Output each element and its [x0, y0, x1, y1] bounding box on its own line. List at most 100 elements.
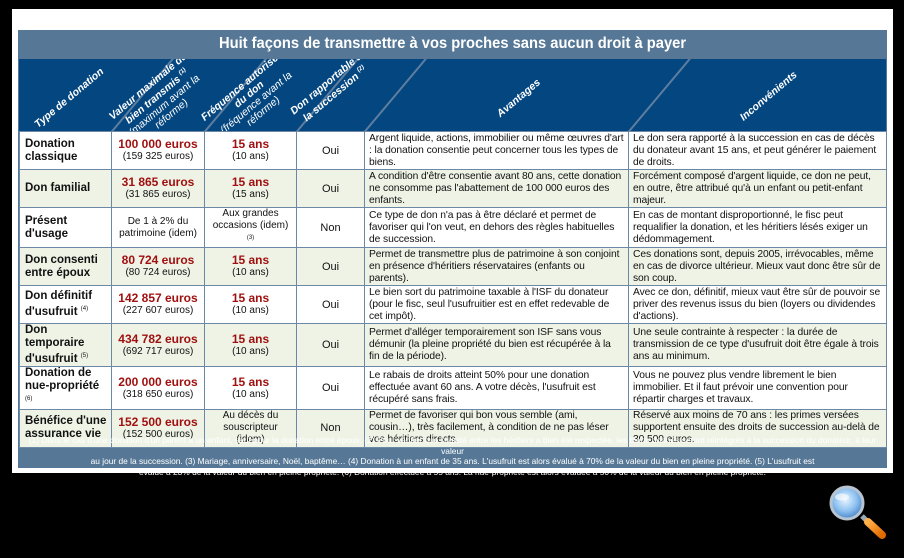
- rapportable: Oui: [296, 323, 365, 368]
- rapportable: Oui: [296, 169, 365, 208]
- max-value: De 1 à 2% du patrimoine (idem): [111, 206, 205, 249]
- value-new: 200 000 euros: [118, 374, 198, 389]
- value-new: 80 724 euros: [121, 253, 195, 268]
- freq-new: 15 ans: [231, 253, 270, 268]
- table-row: Donation classique 100 000 euros (159 325…: [19, 131, 887, 170]
- header-divider: [364, 59, 437, 131]
- table-row: Don définitif d'usufruit (4) 142 857 eur…: [19, 285, 887, 325]
- frequency: 15 ans (10 ans): [204, 285, 297, 325]
- magnifier-icon[interactable]: [825, 484, 889, 540]
- freq-prev: Aux grandes occasions (idem): [212, 208, 289, 231]
- freq-prev: (10 ans): [232, 345, 269, 357]
- donation-type-label: Présent d'usage: [25, 214, 68, 240]
- col-header-type-label: Type de donation: [32, 65, 107, 131]
- frequency: 15 ans (10 ans): [204, 366, 297, 410]
- max-value: 31 865 euros (31 865 euros): [111, 169, 205, 208]
- avantages: Le bien sort du patrimoine taxable à l'I…: [364, 285, 629, 325]
- value-new: 152 500 euros: [118, 414, 198, 429]
- freq-prev: (10 ans): [232, 267, 269, 279]
- donation-type: Bénéfice d'une assurance vie: [19, 408, 112, 448]
- frequency: 15 ans (10 ans): [204, 323, 297, 368]
- rapportable: Oui: [296, 247, 365, 287]
- value-prev: (31 865 euros): [125, 189, 191, 200]
- freq-new: 15 ans: [231, 331, 270, 346]
- value-prev: (152 500 euros): [122, 428, 194, 440]
- footnote-ref: (1): [177, 67, 188, 77]
- table-row: Présent d'usage De 1 à 2% du patrimoine …: [19, 206, 887, 249]
- table-row: Donation de nue-propriété (6) 200 000 eu…: [19, 366, 887, 410]
- footnote-line: au jour de la succession. (3) Mariage, a…: [90, 456, 815, 466]
- table-header: Type de donation Valeur maximale du bien…: [19, 59, 886, 131]
- donation-type-label: Donation classique: [25, 137, 78, 163]
- frequency: 15 ans (10 ans): [204, 131, 297, 170]
- avantages: Permet de favoriser qui bon vous semble …: [364, 408, 629, 448]
- value-new: 31 865 euros: [121, 175, 195, 189]
- header-divider: [628, 59, 701, 131]
- value-new: 100 000 euros: [118, 137, 198, 151]
- avantages: Argent liquide, actions, immobilier ou m…: [364, 131, 629, 170]
- freq-new: 15 ans: [231, 175, 270, 189]
- value-new: 142 857 euros: [118, 291, 198, 306]
- footnote-ref: (6): [25, 396, 33, 403]
- donation-type: Donation de nue-propriété (6): [19, 366, 112, 410]
- value-prev: (318 650 euros): [122, 388, 194, 400]
- table-row: Bénéfice d'une assurance vie 152 500 eur…: [19, 408, 887, 448]
- inconvenients: Réservé aux moins de 70 ans : les primes…: [628, 408, 887, 448]
- avantages: Permet d'alléger temporairement son ISF …: [364, 323, 629, 368]
- frequency: 15 ans (15 ans): [204, 169, 297, 208]
- footnotes: (1) Dans le cas d'une donation d'un pare…: [18, 435, 887, 477]
- freq-prev: Au décès du souscripteur (idem): [222, 410, 279, 446]
- table-row: Don temporaire d'usufruit (5) 434 782 eu…: [19, 323, 887, 368]
- max-value: 152 500 euros (152 500 euros): [111, 408, 205, 448]
- col-header-type: Type de donation: [32, 66, 106, 131]
- donation-type-label: Don familial: [25, 182, 91, 194]
- donation-type: Don consenti entre époux: [19, 247, 112, 287]
- frequency: Au décès du souscripteur (idem): [204, 408, 297, 448]
- col-header-inconvenients: Inconvénients: [735, 67, 803, 127]
- freq-prev: (10 ans): [232, 388, 269, 400]
- footnote-line: évalué à 23% de la valeur du bien en ple…: [138, 466, 766, 477]
- table-panel: Huit façons de transmettre à vos proches…: [18, 30, 887, 477]
- donation-type-label: Don définitif d'usufruit: [25, 290, 93, 319]
- value-prev: (692 717 euros): [122, 345, 194, 357]
- donation-type-label: Donation de nue-propriété: [25, 367, 100, 393]
- rapportable: Oui: [296, 131, 365, 170]
- donation-type-label: Don temporaire d'usufruit: [25, 324, 85, 366]
- value-prev: De 1 à 2% du patrimoine (idem): [119, 215, 197, 239]
- donation-table: Donation classique 100 000 euros (159 325…: [19, 131, 887, 448]
- footnote-ref: (3): [246, 235, 255, 241]
- col-header-inconvenients-label: Inconvénients: [737, 68, 800, 124]
- max-value: 200 000 euros (318 650 euros): [111, 366, 205, 410]
- donation-type: Présent d'usage: [19, 206, 112, 249]
- rapportable: Non: [296, 206, 365, 249]
- max-value: 100 000 euros (159 325 euros): [111, 131, 205, 170]
- avantages: A condition d'être consentie avant 80 an…: [364, 169, 629, 208]
- freq-prev: (15 ans): [232, 189, 269, 200]
- col-header-avantages-label: Avantages: [494, 76, 543, 120]
- col-header-avantages: Avantages: [492, 75, 545, 122]
- donation-type-label: Bénéfice d'une assurance vie: [25, 415, 107, 441]
- footnote-ref: (2): [356, 64, 366, 74]
- freq-prev: (10 ans): [232, 151, 269, 162]
- freq-new: 15 ans: [231, 374, 270, 389]
- max-value: 434 782 euros (692 717 euros): [111, 323, 205, 368]
- inconvenients: Le don sera rapporté à la succession en …: [628, 131, 887, 170]
- avantages: Ce type de don n'a pas à être déclaré et…: [364, 206, 629, 249]
- rapportable: Oui: [296, 366, 365, 410]
- value-prev: (159 325 euros): [122, 151, 194, 162]
- donation-type: Don temporaire d'usufruit (5): [19, 323, 112, 368]
- footnote-line: (1) Dans le cas d'une donation d'un pare…: [28, 435, 877, 456]
- rapportable: Non: [296, 408, 365, 448]
- donation-type-label: Don consenti entre époux: [25, 253, 98, 279]
- avantages: Le rabais de droits atteint 50% pour une…: [364, 366, 629, 410]
- rapportable: Oui: [296, 285, 365, 325]
- frequency: Aux grandes occasions (idem) (3): [204, 206, 297, 249]
- avantages: Permet de transmettre plus de patrimoine…: [364, 247, 629, 287]
- value-prev: (227 607 euros): [122, 305, 194, 317]
- footnote-ref: (4): [80, 306, 89, 313]
- donation-type: Don définitif d'usufruit (4): [19, 285, 112, 325]
- value-prev: (80 724 euros): [125, 267, 191, 279]
- table-row: Don familial 31 865 euros (31 865 euros) …: [19, 169, 887, 208]
- inconvenients: En cas de montant disproportionné, le fi…: [628, 206, 887, 249]
- freq-prev: (10 ans): [232, 305, 269, 317]
